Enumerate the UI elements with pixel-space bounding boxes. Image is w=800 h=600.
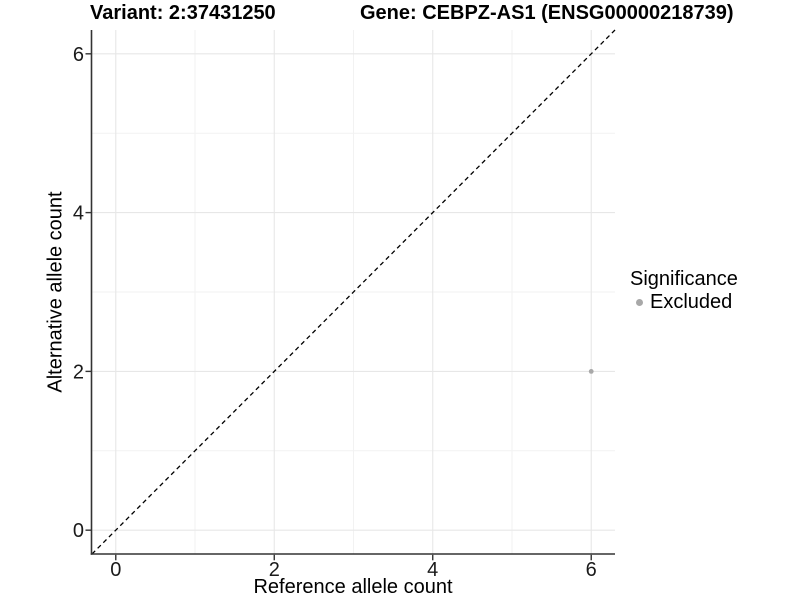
- y-tick-label: 4: [73, 203, 84, 225]
- y-axis-title: Alternative allele count: [44, 191, 67, 393]
- legend: Significance Excluded: [630, 269, 738, 314]
- legend-point-icon: [636, 299, 643, 306]
- gene-title: Gene: CEBPZ-AS1 (ENSG00000218739): [360, 2, 734, 24]
- legend-item-label: Excluded: [650, 291, 733, 313]
- data-point: [588, 368, 594, 374]
- y-tick-label: 6: [73, 44, 84, 66]
- x-tick-label: 6: [586, 559, 597, 581]
- x-tick-label: 4: [427, 559, 438, 581]
- y-tick-label: 0: [73, 520, 84, 542]
- x-axis-title: Reference allele count: [253, 576, 453, 598]
- x-tick-label: 0: [110, 559, 121, 581]
- legend-item-excluded: Excluded: [630, 291, 738, 314]
- legend-title: Significance: [630, 268, 738, 290]
- x-tick-label: 2: [269, 559, 280, 581]
- variant-title: Variant: 2:37431250: [90, 2, 276, 24]
- y-tick-label: 2: [73, 361, 84, 383]
- identity-line: [91, 29, 616, 555]
